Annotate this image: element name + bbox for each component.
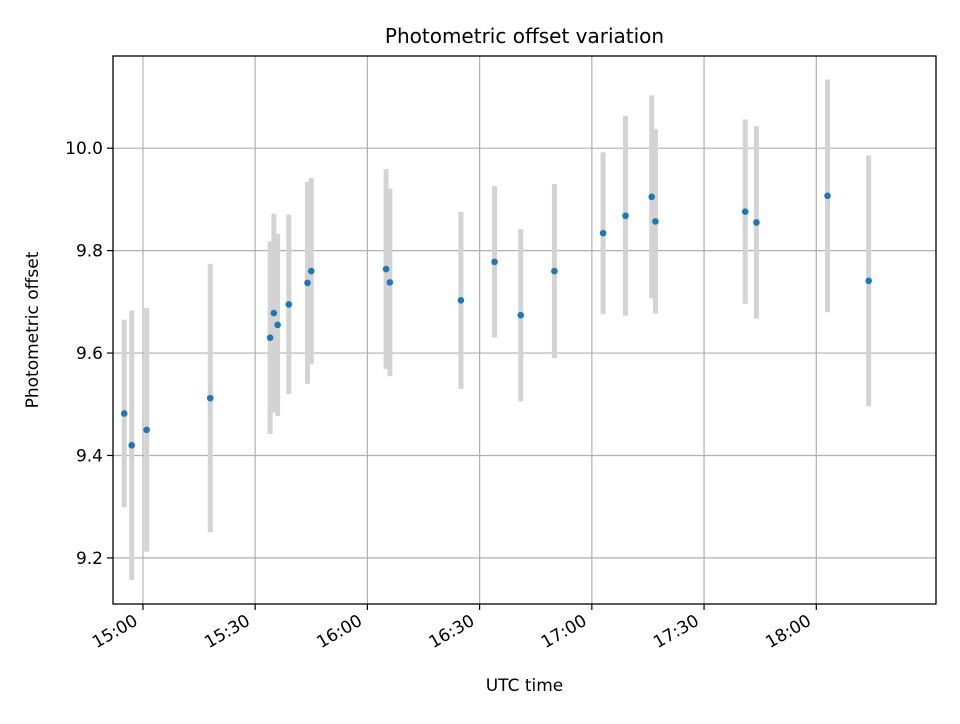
x-tick-label: 16:00 [313,611,365,653]
data-point [382,265,390,273]
x-tick-label: 18:00 [762,611,814,653]
data-point [517,311,525,319]
grid-layer [113,56,936,604]
data-point [824,192,831,200]
data-point [386,279,394,286]
x-tick-label: 17:30 [650,611,702,653]
data-point [457,296,465,304]
x-tick-label: 15:00 [89,611,141,653]
data-point [307,267,315,275]
data-point [274,321,281,329]
y-tick-label: 10.0 [65,139,103,159]
data-point [648,193,655,201]
plot-frame [112,55,937,605]
data-point [128,441,136,449]
data-point [741,208,749,215]
x-tick-label: 16:30 [426,611,478,653]
data-point [551,267,558,275]
chart-title: Photometric offset variation [385,24,664,48]
data-point [143,426,150,434]
data-point [491,258,498,266]
y-axis-label: Photometric offset [23,251,43,408]
data-point [652,218,659,225]
x-tick-label: 15:30 [201,611,253,653]
data-point [622,212,629,220]
data-point [266,334,274,341]
y-tick-label: 9.2 [76,549,103,569]
data-point [865,277,872,285]
x-axis-label: UTC time [486,676,564,696]
errorbar-layer [121,79,872,580]
point-layer [120,192,872,449]
y-tick-label: 9.4 [76,446,103,466]
data-point [206,394,214,402]
data-point [304,279,311,287]
y-tick-label: 9.8 [76,242,103,262]
data-point [599,229,607,237]
y-tick-label: 9.6 [76,344,103,364]
data-point [753,219,760,226]
x-tick-label: 17:00 [538,611,590,653]
data-point [270,309,278,317]
data-point [120,410,128,417]
data-point [285,301,293,308]
